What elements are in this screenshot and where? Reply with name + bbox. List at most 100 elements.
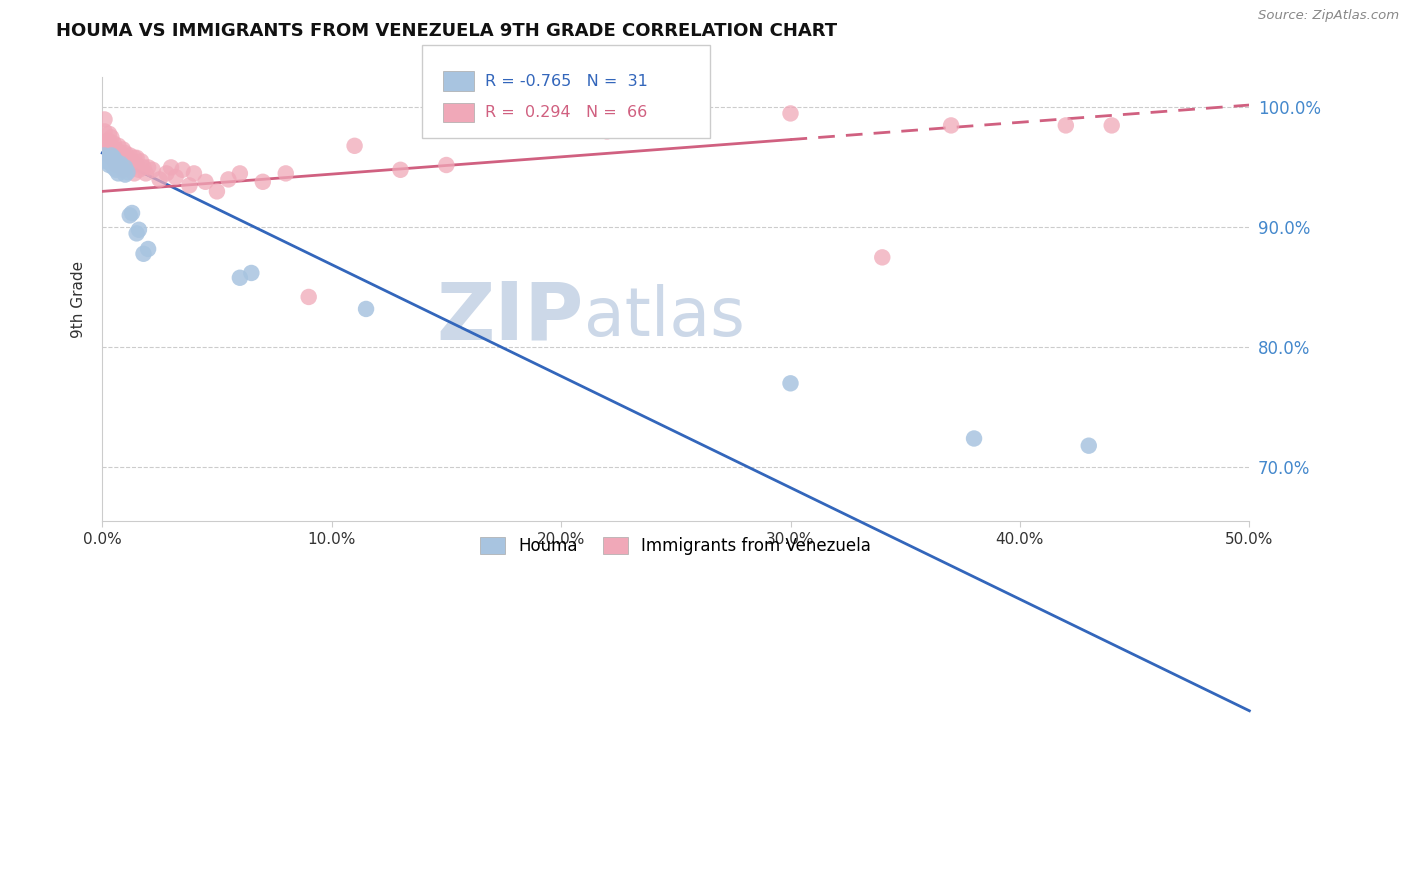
Point	[217, 172, 239, 186]
Point	[1101, 119, 1123, 133]
Point	[125, 227, 148, 241]
Point	[183, 166, 205, 180]
Point	[111, 162, 134, 177]
Point	[110, 161, 132, 175]
Point	[103, 136, 125, 151]
Point	[110, 151, 132, 165]
Point	[100, 148, 122, 162]
Point	[132, 246, 155, 260]
Point	[107, 138, 129, 153]
Point	[96, 134, 118, 148]
Point	[252, 175, 274, 189]
Point	[125, 158, 148, 172]
Point	[939, 119, 962, 133]
Point	[165, 169, 187, 184]
Point	[117, 151, 139, 165]
Point	[124, 166, 146, 180]
Point	[107, 148, 129, 162]
Point	[98, 148, 121, 162]
Point	[111, 154, 134, 169]
Text: Source: ZipAtlas.com: Source: ZipAtlas.com	[1258, 9, 1399, 22]
Point	[110, 146, 132, 161]
Point	[194, 175, 217, 189]
Text: R = -0.765   N =  31: R = -0.765 N = 31	[485, 74, 648, 89]
Point	[179, 178, 201, 193]
Point	[103, 151, 125, 165]
Point	[124, 151, 146, 165]
Point	[93, 148, 115, 162]
Point	[117, 158, 139, 172]
Point	[96, 151, 118, 165]
Point	[872, 251, 894, 265]
Point	[240, 266, 263, 280]
Legend: Houma, Immigrants from Venezuela: Houma, Immigrants from Venezuela	[474, 530, 877, 562]
Point	[98, 127, 121, 141]
Point	[118, 162, 141, 177]
Point	[125, 151, 148, 165]
Point	[229, 166, 252, 180]
Point	[128, 223, 150, 237]
Point	[114, 161, 136, 175]
Point	[118, 148, 141, 162]
Point	[110, 157, 132, 171]
Point	[111, 143, 134, 157]
Point	[93, 112, 115, 127]
Point	[96, 154, 118, 169]
Point	[121, 206, 143, 220]
Point	[104, 154, 127, 169]
Point	[550, 119, 572, 133]
Point	[121, 154, 143, 169]
Point	[104, 151, 127, 165]
Point	[1054, 119, 1077, 133]
Point	[160, 161, 183, 175]
Point	[132, 161, 155, 175]
Point	[98, 138, 121, 153]
Point	[100, 157, 122, 171]
Point	[779, 106, 801, 120]
Point	[103, 146, 125, 161]
Point	[135, 166, 157, 180]
Point	[100, 130, 122, 145]
Point	[98, 153, 121, 168]
Point	[107, 158, 129, 172]
Point	[142, 162, 165, 177]
Point	[129, 154, 152, 169]
Text: R =  0.294   N =  66: R = 0.294 N = 66	[485, 105, 647, 120]
Point	[104, 143, 127, 157]
Point	[1077, 439, 1099, 453]
Point	[96, 143, 118, 157]
Point	[229, 270, 252, 285]
Point	[434, 158, 457, 172]
Point	[596, 124, 619, 138]
Point	[107, 154, 129, 169]
Y-axis label: 9th Grade: 9th Grade	[72, 260, 86, 338]
Point	[298, 290, 321, 304]
Point	[205, 185, 228, 199]
Point	[963, 432, 986, 446]
Point	[136, 242, 159, 256]
Text: HOUMA VS IMMIGRANTS FROM VENEZUELA 9TH GRADE CORRELATION CHART: HOUMA VS IMMIGRANTS FROM VENEZUELA 9TH G…	[56, 22, 838, 40]
Point	[104, 158, 127, 172]
Point	[103, 143, 125, 157]
Point	[343, 138, 366, 153]
Point	[128, 162, 150, 177]
Point	[114, 151, 136, 165]
Point	[100, 151, 122, 165]
Point	[274, 166, 297, 180]
Point	[136, 161, 159, 175]
Point	[104, 162, 127, 177]
Point	[155, 166, 177, 180]
Point	[118, 208, 141, 222]
Point	[389, 162, 412, 177]
Point	[148, 172, 170, 186]
Point	[103, 161, 125, 175]
Point	[114, 146, 136, 161]
Point	[100, 143, 122, 157]
Point	[354, 301, 377, 316]
Point	[172, 162, 194, 177]
Point	[779, 376, 801, 391]
Point	[114, 168, 136, 182]
Point	[93, 124, 115, 138]
Point	[107, 166, 129, 180]
Text: atlas: atlas	[583, 285, 745, 350]
